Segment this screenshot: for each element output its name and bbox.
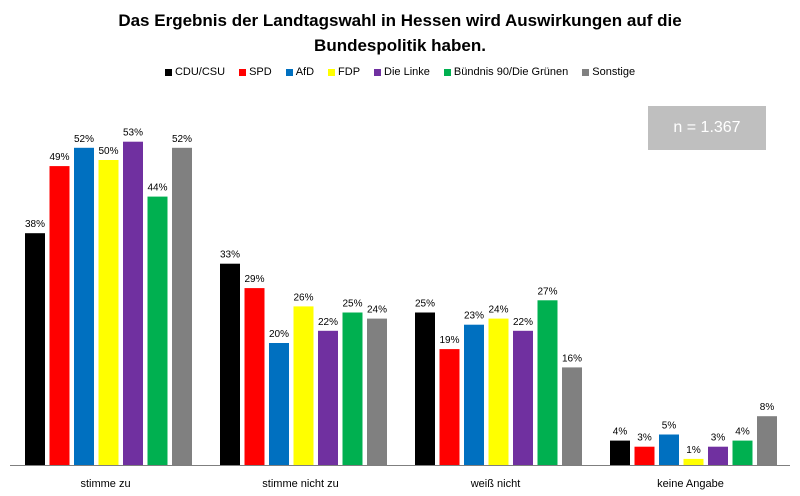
data-label: 3% <box>637 433 652 444</box>
bar <box>342 312 363 465</box>
data-label: 23% <box>464 311 484 322</box>
bar <box>488 318 509 465</box>
x-tick-label: keine Angabe <box>657 478 724 490</box>
data-label: 26% <box>293 292 313 303</box>
legend-label: AfD <box>295 66 315 78</box>
bar <box>269 343 289 465</box>
sample-size-annotation: n = 1.367 <box>648 106 766 150</box>
bar <box>757 416 777 465</box>
data-label: 3% <box>711 433 726 444</box>
data-label: 22% <box>318 317 338 328</box>
data-label: 38% <box>25 219 45 230</box>
data-label: 8% <box>760 402 775 413</box>
x-tick-label: stimme nicht zu <box>262 478 338 490</box>
bar <box>537 300 558 465</box>
chart-title: Das Ergebnis der Landtagswahl in Hessen … <box>0 8 800 58</box>
legend-swatch <box>443 68 451 76</box>
legend-label: SPD <box>249 66 272 78</box>
bar <box>659 434 679 465</box>
data-label: 49% <box>49 152 69 163</box>
legend-swatch <box>164 68 172 76</box>
bar <box>708 446 728 465</box>
bar <box>123 141 143 465</box>
bar <box>98 160 119 465</box>
bar <box>147 196 168 465</box>
bar <box>562 367 582 465</box>
bar <box>415 312 435 465</box>
legend-swatch <box>374 68 382 76</box>
data-label: 4% <box>613 427 628 438</box>
bar <box>49 166 70 465</box>
legend-item: Sonstige <box>582 66 635 78</box>
data-label: 20% <box>269 329 289 340</box>
bar <box>220 263 240 465</box>
legend-item: Bündnis 90/Die Grünen <box>443 66 569 78</box>
bar <box>74 147 94 466</box>
bar <box>513 330 533 465</box>
legend-label: Bündnis 90/Die Grünen <box>453 66 569 78</box>
chart-title-line-1: Das Ergebnis der Landtagswahl in Hessen … <box>118 11 682 30</box>
bar <box>25 233 45 465</box>
legend-swatch <box>328 68 336 76</box>
data-label: 24% <box>488 305 508 316</box>
data-label: 33% <box>220 250 240 261</box>
data-label: 24% <box>367 305 387 316</box>
data-label: 22% <box>513 317 533 328</box>
bar <box>634 446 655 465</box>
legend-swatch <box>285 68 293 76</box>
legend-label: Sonstige <box>592 66 636 78</box>
data-label: 44% <box>147 183 167 194</box>
data-label: 50% <box>98 146 118 157</box>
legend-item: CDU/CSU <box>164 66 226 78</box>
data-label: 52% <box>172 134 192 145</box>
bar <box>683 458 704 465</box>
bar <box>464 324 484 465</box>
bar <box>172 147 192 466</box>
bar <box>318 330 338 465</box>
data-label: 52% <box>74 134 94 145</box>
legend-label: CDU/CSU <box>174 66 226 78</box>
legend-item: SPD <box>239 66 272 78</box>
legend: CDU/CSU SPD AfD FDP Die Linke Bündnis 90/Die … <box>0 66 800 78</box>
data-label: 16% <box>562 353 582 364</box>
data-label: 1% <box>686 445 701 456</box>
data-label: 53% <box>123 128 143 139</box>
legend-item: FDP <box>328 66 360 78</box>
data-label: 5% <box>662 421 677 432</box>
data-label: 27% <box>537 286 557 297</box>
x-tick-label: weiß nicht <box>470 478 521 490</box>
bar <box>610 440 630 465</box>
data-label: 19% <box>439 335 459 346</box>
legend-label: FDP <box>338 66 361 78</box>
bar <box>439 349 460 465</box>
data-label: 25% <box>415 299 435 310</box>
chart-title-line-2: Bundespolitik haben. <box>314 36 486 55</box>
legend-item: Die Linke <box>374 66 430 78</box>
x-tick-label: stimme zu <box>80 478 130 490</box>
data-label: 29% <box>244 274 264 285</box>
legend-item: AfD <box>285 66 315 78</box>
legend-swatch <box>582 68 590 76</box>
data-label: 25% <box>342 299 362 310</box>
data-label: 4% <box>735 427 750 438</box>
legend-label: Die Linke <box>384 66 430 78</box>
bar <box>367 318 387 465</box>
bar <box>732 440 753 465</box>
bar <box>293 306 314 465</box>
legend-swatch <box>239 68 247 76</box>
bar <box>244 288 265 465</box>
